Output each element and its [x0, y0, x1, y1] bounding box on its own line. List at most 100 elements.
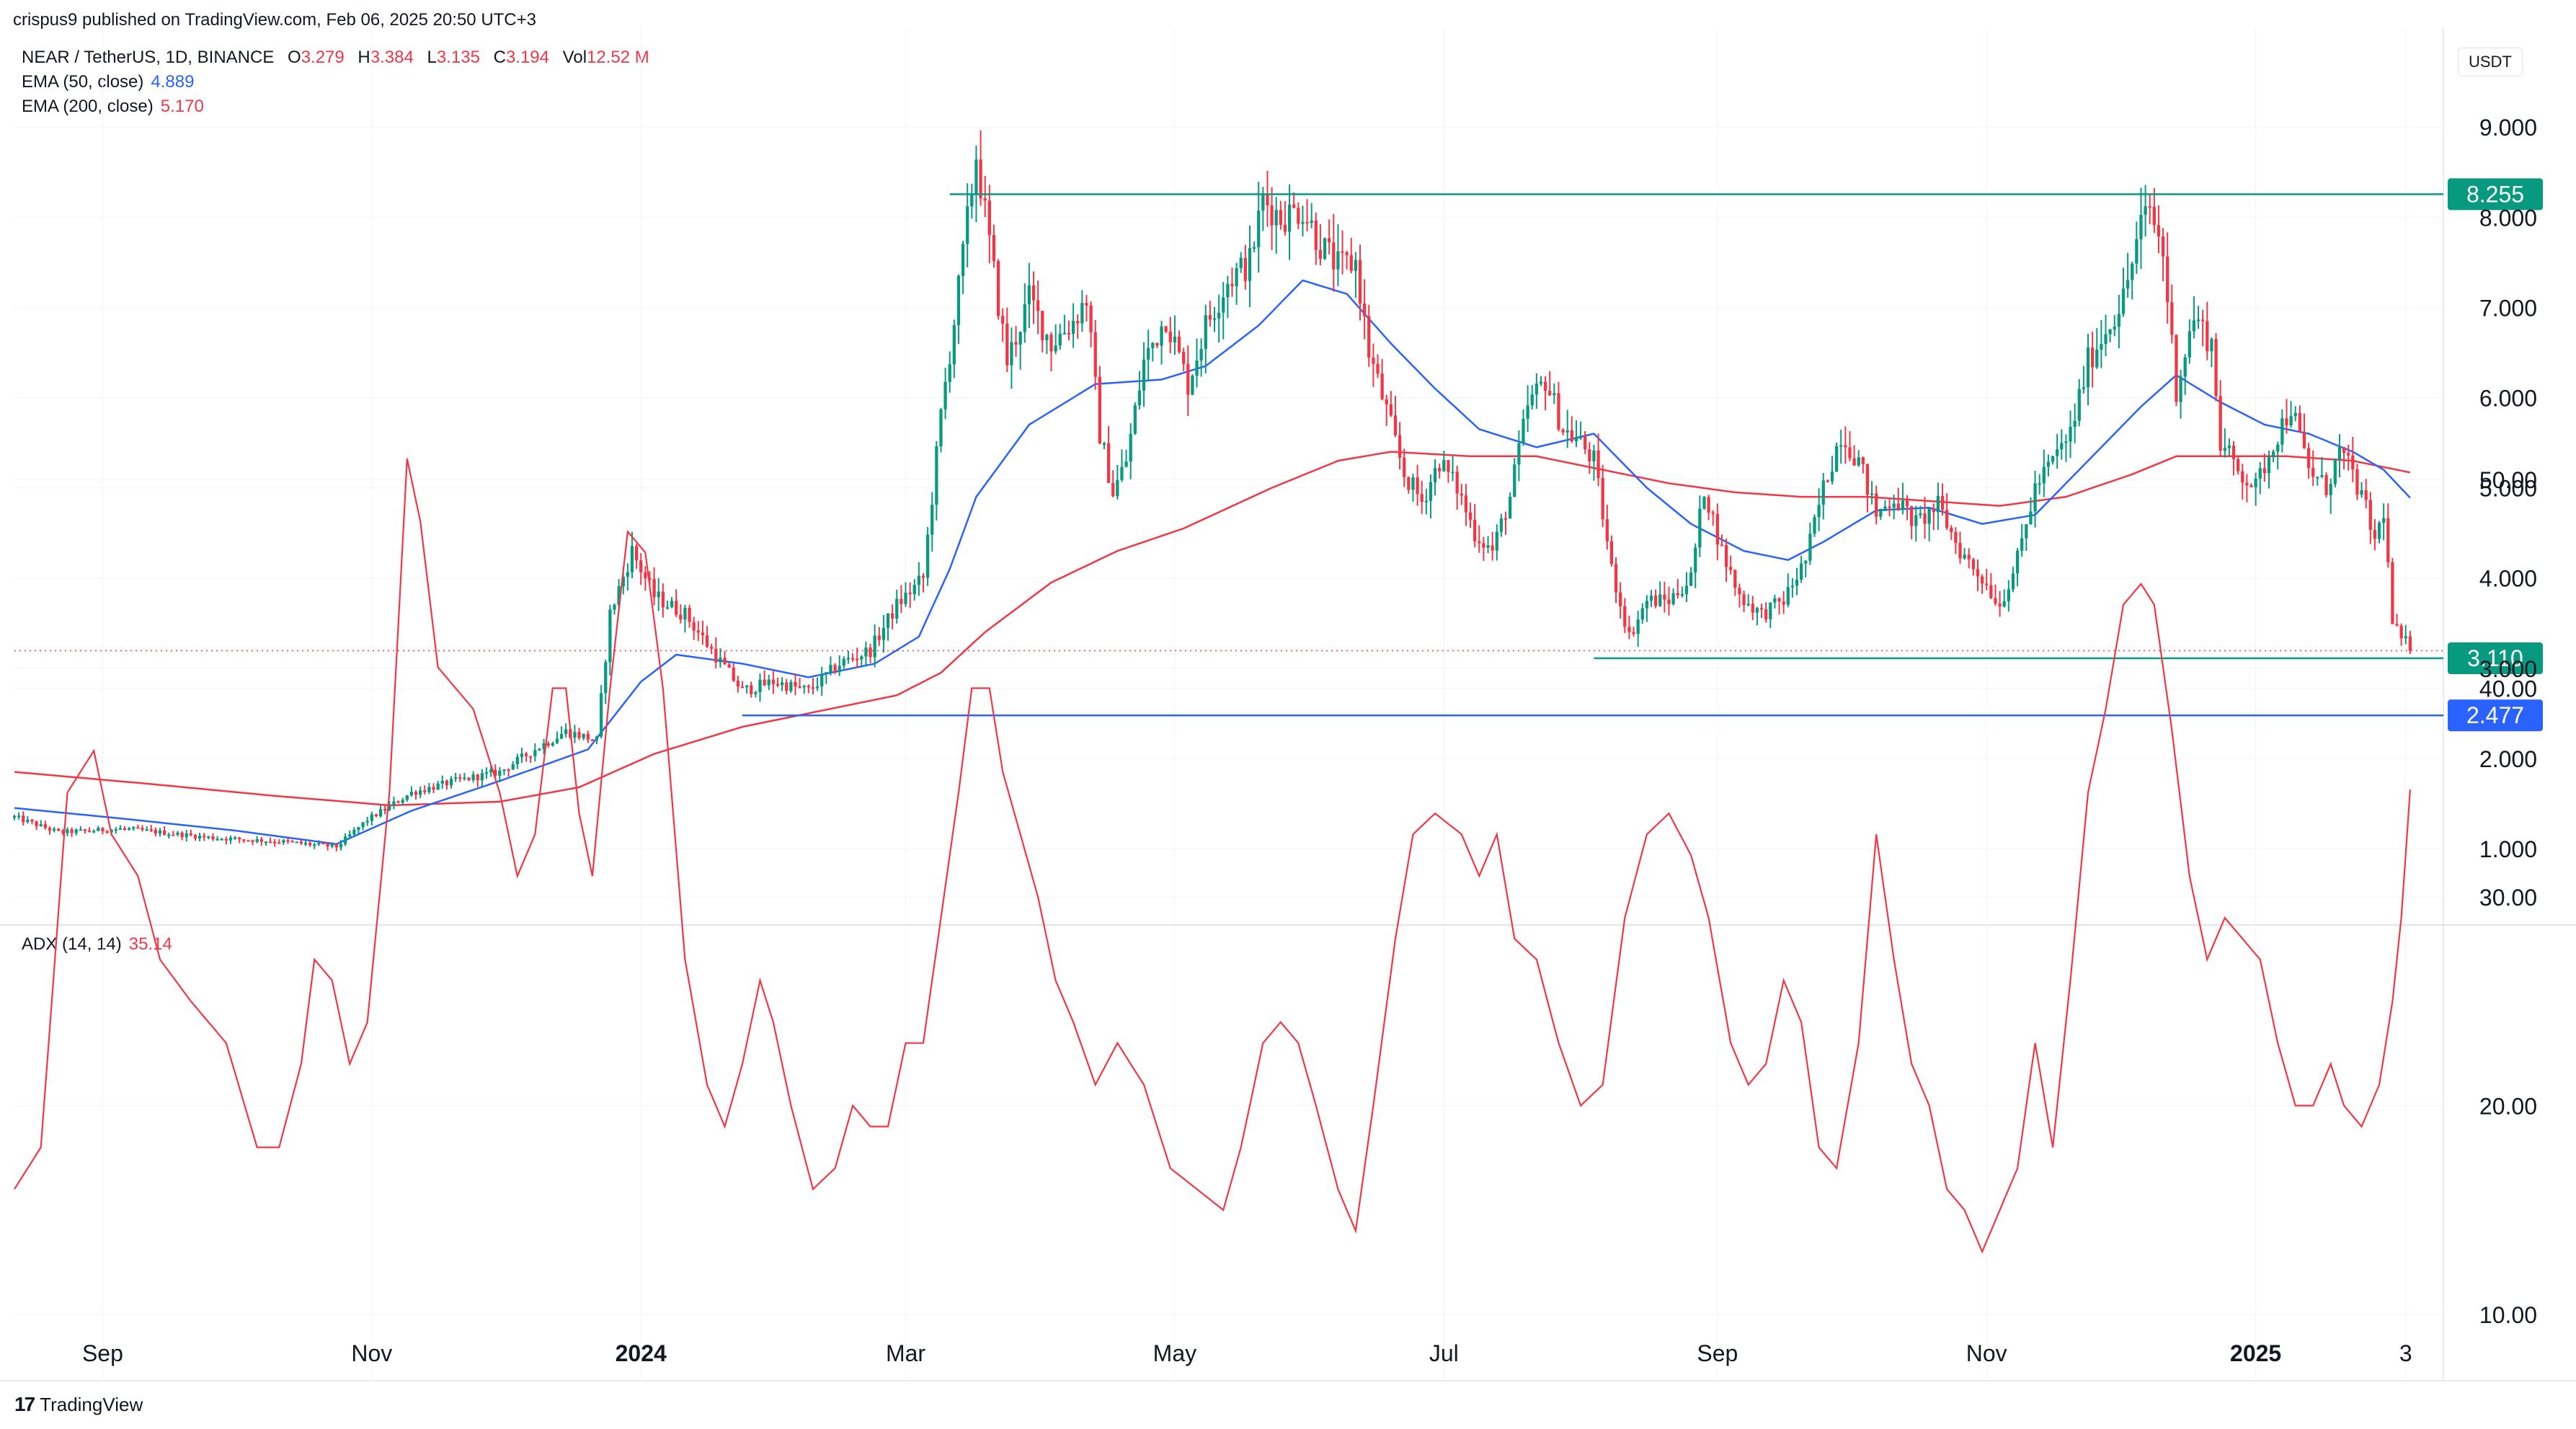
candle-body — [2108, 329, 2112, 335]
candle-body — [57, 828, 61, 831]
candle-body — [794, 681, 797, 687]
candle-body — [956, 275, 961, 325]
candle-body — [1945, 510, 1949, 528]
candle-body — [1164, 326, 1168, 332]
candle-body — [2082, 387, 2086, 389]
candle-body — [2095, 349, 2099, 368]
candle-body — [1239, 257, 1243, 268]
candle-body — [869, 647, 872, 658]
time-tick-label: 2024 — [616, 1340, 667, 1366]
candle-body — [2179, 376, 2182, 402]
candle-body — [590, 739, 595, 741]
time-tick-label: Mar — [886, 1340, 925, 1366]
currency-selector[interactable]: USDT — [2458, 48, 2523, 76]
ema200-legend: EMA (200, close) 5.170 — [22, 97, 204, 117]
candle-body — [1080, 303, 1084, 324]
candle-body — [224, 839, 228, 841]
candle-body — [1892, 503, 1896, 508]
grid — [0, 29, 2576, 1381]
candle-body — [1085, 303, 1088, 306]
candle-body — [856, 658, 859, 660]
candle-body — [1870, 493, 1874, 495]
candle-body — [864, 647, 868, 657]
candle-body — [758, 679, 762, 693]
candle-body — [61, 831, 65, 833]
candle-body — [1129, 433, 1132, 462]
candle-body — [1932, 508, 1935, 513]
candle-body — [1676, 593, 1679, 596]
lower-support-label: 2.477 — [2466, 702, 2524, 728]
candle-body — [1857, 457, 1860, 466]
candle-body — [1191, 376, 1194, 395]
candle-body — [2139, 214, 2143, 239]
candle-body — [1940, 495, 1945, 510]
candle-body — [767, 679, 770, 686]
candle-body — [1124, 461, 1128, 467]
candle-body — [2038, 483, 2041, 485]
candle-body — [1328, 238, 1331, 243]
candle-body — [2042, 466, 2046, 484]
candle-body — [1971, 559, 1976, 570]
candle-body — [1010, 342, 1013, 366]
time-tick-label: Nov — [1966, 1340, 2007, 1366]
price-tick-label: 9.000 — [2479, 115, 2537, 141]
candle-body — [2285, 418, 2288, 425]
candle-body — [1619, 592, 1622, 606]
time-tick-label: 3 — [2399, 1340, 2412, 1366]
candle-body — [701, 632, 705, 636]
candle-body — [1491, 545, 1494, 551]
candle-body — [1411, 477, 1415, 490]
candle-body — [136, 827, 140, 829]
candle-body — [22, 815, 25, 823]
candle-body — [2064, 441, 2068, 443]
candle-body — [361, 822, 365, 828]
time-tick-label: Jul — [1429, 1340, 1459, 1366]
candle-body — [850, 658, 855, 660]
candle-body — [630, 546, 634, 572]
candle-body — [1565, 430, 1569, 433]
candle-body — [1182, 352, 1186, 364]
candle-body — [2391, 562, 2394, 624]
candle-body — [1323, 238, 1327, 259]
candle-body — [683, 607, 687, 620]
candle-body — [1208, 315, 1212, 320]
candle-body — [776, 683, 780, 686]
candle-body — [665, 607, 670, 609]
candle-body — [2408, 636, 2412, 651]
candle-body — [1645, 601, 1649, 609]
candle-body — [419, 790, 422, 795]
candle-body — [1354, 260, 1358, 271]
candle-body — [613, 604, 616, 610]
candle-body — [180, 832, 184, 838]
candle-body — [370, 814, 373, 821]
candle-body — [1270, 205, 1274, 226]
candle-body — [1372, 358, 1375, 364]
candle-body — [317, 843, 321, 845]
candle-body — [365, 820, 369, 823]
candle-body — [789, 681, 793, 691]
candle-body — [484, 772, 489, 774]
candle-body — [1266, 194, 1269, 206]
candle-body — [220, 839, 223, 841]
candle-body — [877, 635, 881, 640]
candle-body — [780, 682, 784, 686]
candle-body — [2227, 445, 2231, 448]
candle-body — [1698, 508, 1702, 548]
candle-body — [798, 686, 801, 689]
candle-body — [66, 829, 69, 833]
candle-body — [1588, 449, 1591, 461]
candle-body — [1257, 211, 1261, 247]
candle-body — [634, 546, 639, 561]
candle-body — [409, 792, 414, 796]
candle-body — [2249, 485, 2253, 487]
candle-body — [1548, 390, 1552, 396]
candle-body — [2258, 468, 2262, 479]
candle-body — [1336, 251, 1340, 270]
candle-body — [83, 829, 87, 831]
candle-body — [207, 836, 210, 839]
candle-body — [1513, 464, 1516, 497]
candle-body — [1217, 312, 1221, 319]
candle-body — [405, 795, 409, 800]
candle-body — [542, 743, 546, 749]
